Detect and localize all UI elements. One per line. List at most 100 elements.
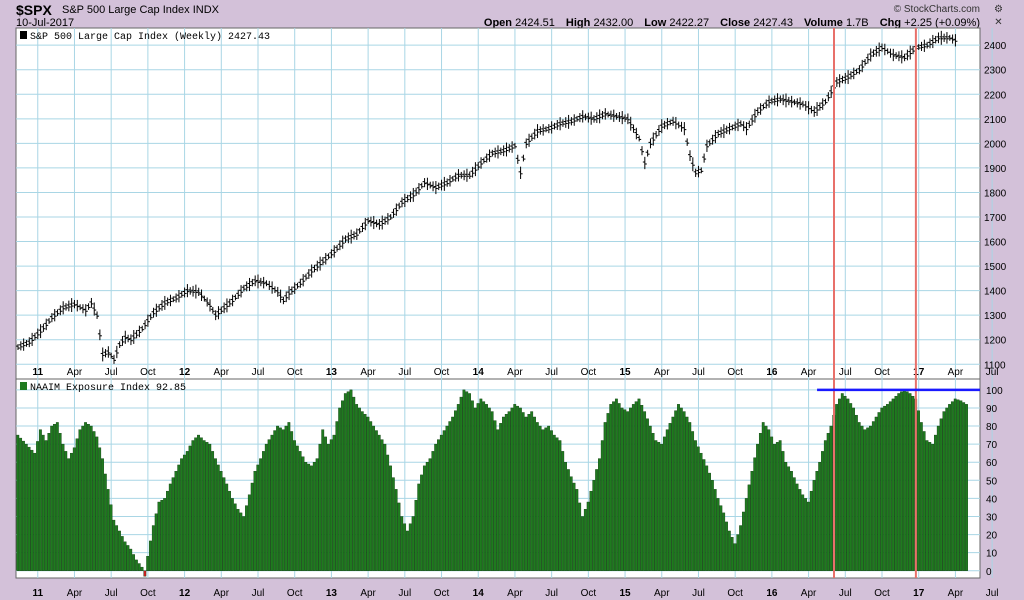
naaim-bar xyxy=(753,457,757,571)
price-y-tick-label: 1200 xyxy=(984,336,1007,347)
naaim-x-tick-label: Apr xyxy=(948,588,964,599)
naaim-x-tick-label: 14 xyxy=(473,588,485,599)
naaim-y-tick-label: 80 xyxy=(986,422,998,433)
naaim-bar xyxy=(595,469,599,571)
naaim-bar xyxy=(620,407,624,571)
naaim-bar xyxy=(406,530,409,571)
naaim-bar xyxy=(699,452,703,571)
naaim-bar xyxy=(852,407,855,571)
naaim-bar xyxy=(166,490,169,571)
naaim-bar xyxy=(326,443,330,571)
settings-icon[interactable]: ⚙ xyxy=(994,4,1003,15)
price-x-tick-label: 13 xyxy=(326,367,338,378)
naaim-bar xyxy=(98,447,102,571)
price-y-tick-label: 1400 xyxy=(984,287,1007,298)
naaim-bar xyxy=(891,398,895,571)
naaim-bar xyxy=(106,489,110,571)
naaim-bar xyxy=(897,393,901,571)
naaim-bar xyxy=(589,490,593,571)
naaim-bar xyxy=(335,421,339,571)
naaim-bar xyxy=(719,505,723,571)
naaim-bar xyxy=(225,483,229,571)
naaim-x-tick-label: Jul xyxy=(692,588,705,599)
naaim-bar xyxy=(341,400,344,571)
naaim-bar xyxy=(722,512,726,571)
naaim-bar xyxy=(908,393,912,571)
naaim-bar xyxy=(665,429,669,571)
naaim-bar xyxy=(854,414,858,571)
price-y-tick-label: 2100 xyxy=(984,115,1007,126)
naaim-y-tick-label: 10 xyxy=(986,549,998,560)
naaim-bar xyxy=(894,395,898,571)
naaim-bar xyxy=(349,389,353,571)
naaim-bar xyxy=(352,396,356,571)
naaim-bar xyxy=(38,429,42,571)
naaim-bar xyxy=(374,430,378,571)
naaim-bar xyxy=(30,449,34,571)
naaim-bar xyxy=(756,443,759,571)
naaim-bar xyxy=(900,391,903,571)
naaim-bar xyxy=(442,430,446,571)
naaim-bar xyxy=(276,425,279,571)
price-x-tick-label: Jul xyxy=(839,367,852,378)
naaim-bar xyxy=(437,439,440,571)
naaim-bar xyxy=(188,445,192,571)
naaim-bar xyxy=(41,434,45,571)
naaim-bar xyxy=(657,442,661,571)
naaim-x-tick-label: Jul xyxy=(839,588,852,599)
naaim-bar xyxy=(781,451,785,571)
naaim-bar xyxy=(555,437,559,571)
price-x-tick-label: 14 xyxy=(473,367,485,378)
naaim-bar xyxy=(53,424,56,571)
naaim-bar xyxy=(408,523,412,571)
naaim-bar xyxy=(115,525,119,571)
naaim-bar xyxy=(651,433,655,571)
naaim-bar xyxy=(860,425,864,571)
close-icon[interactable]: ✕ xyxy=(994,17,1003,28)
naaim-y-tick-label: 0 xyxy=(986,567,992,578)
naaim-bar xyxy=(925,440,929,571)
price-y-tick-label: 1800 xyxy=(984,188,1007,199)
naaim-bar xyxy=(485,404,488,571)
naaim-bar xyxy=(126,545,130,571)
naaim-bar xyxy=(377,434,381,571)
naaim-bar xyxy=(487,407,491,571)
naaim-bar xyxy=(245,505,248,571)
naaim-bar xyxy=(552,434,556,571)
naaim-bar xyxy=(36,441,39,571)
naaim-bar xyxy=(414,500,418,571)
naaim-bar xyxy=(527,414,531,571)
naaim-bar xyxy=(629,407,632,571)
price-y-tick-label: 2000 xyxy=(984,139,1007,150)
naaim-bar xyxy=(829,425,833,571)
naaim-bar xyxy=(643,411,647,571)
naaim-bar xyxy=(58,433,62,571)
price-y-tick-label: 1300 xyxy=(984,311,1007,322)
naaim-bar xyxy=(208,443,212,571)
price-y-tick-label: 1100 xyxy=(984,360,1006,371)
naaim-bar xyxy=(149,540,152,571)
price-x-tick-label: Apr xyxy=(801,367,817,378)
naaim-bar xyxy=(439,434,443,571)
naaim-bar xyxy=(358,407,361,571)
naaim-x-tick-label: Oct xyxy=(874,588,890,599)
price-y-tick-label: 1600 xyxy=(984,238,1007,249)
naaim-bar xyxy=(270,434,274,571)
naaim-bar xyxy=(44,440,48,571)
naaim-x-tick-label: Jul xyxy=(105,588,118,599)
naaim-bar xyxy=(278,427,282,571)
naaim-bar xyxy=(264,443,268,571)
naaim-bar xyxy=(180,458,183,571)
naaim-bar xyxy=(928,442,932,571)
naaim-bar xyxy=(773,443,776,571)
naaim-bar xyxy=(790,471,793,571)
naaim-bar xyxy=(177,464,181,571)
naaim-bar xyxy=(134,559,138,571)
naaim-bar xyxy=(47,433,51,571)
naaim-bar xyxy=(945,407,949,571)
naaim-bar xyxy=(764,425,768,571)
naaim-bar xyxy=(936,425,940,571)
naaim-x-tick-label: Apr xyxy=(654,588,670,599)
naaim-bar xyxy=(507,411,511,571)
naaim-bar xyxy=(434,443,438,571)
